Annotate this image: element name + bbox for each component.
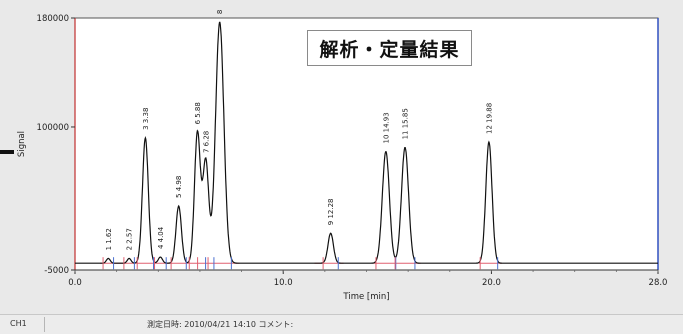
peak-label: 4 4.04	[157, 226, 165, 249]
y-tick-label: -5000	[44, 266, 69, 276]
window-edge-marker	[0, 150, 14, 154]
status-measurement-date: 測定日時: 2010/04/21 14:10 コメント:	[147, 320, 294, 329]
y-axis-label: Signal	[17, 131, 27, 157]
status-divider	[44, 317, 45, 332]
chromatogram-trace	[75, 21, 658, 264]
x-tick-label: 10.0	[274, 278, 293, 288]
result-title: 解析・定量結果	[319, 38, 460, 61]
y-tick-label: 100000	[37, 123, 69, 133]
peak-label: 8	[216, 10, 224, 14]
peak-label: 1 1.62	[105, 228, 113, 250]
peak-label: 5 4.98	[175, 176, 183, 198]
status-bar: CH1 測定日時: 2010/04/21 14:10 コメント:	[0, 314, 683, 334]
result-title-box: 解析・定量結果	[307, 30, 472, 66]
peak-label: 10 14.93	[382, 112, 390, 143]
y-tick-label: 180000	[37, 14, 69, 24]
x-tick-label: 20.0	[482, 278, 501, 288]
x-axis-label: Time [min]	[342, 292, 389, 302]
peak-label: 9 12.28	[327, 199, 335, 226]
peak-label: 3 3.38	[142, 108, 150, 130]
x-tick-label: 0.0	[68, 278, 82, 288]
x-tick-label: 28.0	[649, 278, 668, 288]
peak-label: 11 15.85	[402, 108, 410, 139]
peak-label: 2 2.57	[126, 228, 134, 250]
peak-label: 6 5.88	[194, 102, 202, 124]
peak-label: 7 6.28	[202, 131, 210, 153]
status-channel: CH1	[10, 319, 27, 328]
peak-label: 12 19.88	[485, 103, 493, 134]
